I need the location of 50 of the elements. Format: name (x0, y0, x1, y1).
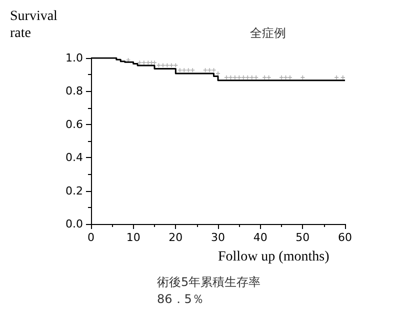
point (178, 68, 182, 72)
point (334, 75, 339, 80)
point (126, 58, 130, 62)
point (232, 75, 237, 80)
x-tick-label: 30 (211, 231, 225, 244)
point (241, 75, 246, 80)
x-axis-title: Follow up (months) (218, 250, 330, 264)
point (152, 60, 156, 65)
point (254, 75, 258, 80)
point (190, 68, 195, 72)
point (216, 71, 220, 76)
point (186, 68, 190, 72)
point (169, 63, 174, 68)
x-tick-label: 10 (126, 231, 140, 244)
text: 術後5年累積生存率 (157, 275, 261, 289)
x-tick-label: 60 (338, 231, 352, 244)
point (280, 75, 284, 80)
point (266, 75, 271, 80)
y-tick-label: 0.6 (66, 118, 83, 131)
y-tick-label: 1.0 (66, 52, 83, 64)
point (246, 75, 250, 80)
point (300, 75, 305, 80)
point (284, 75, 288, 80)
point (224, 75, 228, 80)
point (182, 68, 186, 72)
chart-title: 全症例 (250, 26, 286, 40)
point (340, 75, 345, 80)
point (288, 75, 292, 80)
y-tick-label: 0.8 (66, 84, 83, 98)
point (150, 60, 154, 65)
text: 86．5％ (157, 292, 204, 306)
point (237, 75, 242, 80)
point (212, 68, 216, 72)
point (160, 63, 165, 68)
point (146, 60, 150, 65)
y-tick-label: 0.0 (66, 218, 83, 230)
y-tick-label: 0.4 (66, 151, 83, 164)
point (250, 75, 254, 80)
point (262, 75, 267, 80)
x-tick-label: 50 (296, 231, 310, 244)
point (228, 75, 233, 80)
point (208, 68, 212, 72)
x-tick-label: 0 (88, 231, 94, 244)
x-tick-label: 40 (253, 231, 268, 244)
y-axis-title: Survival rate (10, 9, 61, 41)
point (203, 68, 208, 72)
y-tick-label: 0.2 (66, 184, 83, 198)
point (138, 60, 142, 65)
x-tick-label: 20 (168, 231, 183, 244)
point (142, 60, 146, 65)
